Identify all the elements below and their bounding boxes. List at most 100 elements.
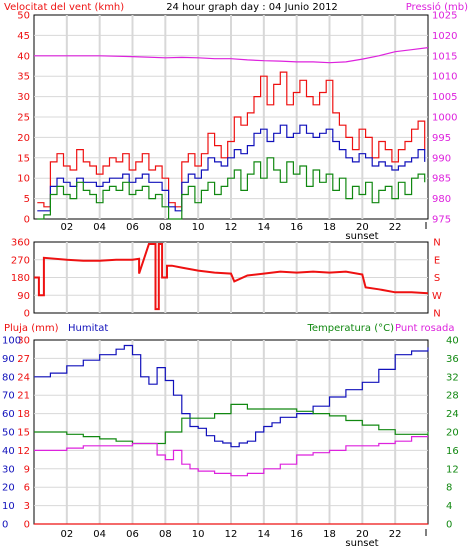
humidity-axis-label: Humitat (68, 323, 108, 334)
temp-grid (34, 340, 428, 524)
wind-tick-label: 45 (17, 31, 30, 42)
wind-series (34, 47, 429, 220)
x-tick-label: 02 (60, 529, 73, 540)
chart-title: 24 hour graph day : 04 Junio 2012 (166, 2, 338, 13)
temperature-line (34, 403, 429, 445)
pressure-tick-label: 1025 (432, 11, 457, 22)
temp-x-ticks: 02 04 06 08 10 12 14 16 18 20 22 (60, 529, 427, 540)
wind-tick-label: 5 (24, 194, 30, 205)
wind-tick-label: 40 (17, 51, 30, 62)
rain-humidity-ticks: 0 3 6 9 12 15 18 21 24 27 30 0 10 20 30 40 50 60 70 80 90 100 (2, 336, 30, 531)
rain-tick-label: 18 (17, 409, 30, 420)
rain-tick-label: 12 (17, 446, 30, 457)
average-line (37, 124, 426, 212)
rain-axis-label: Pluja (mm) (4, 323, 59, 334)
pressure-tick-label: 980 (432, 194, 451, 205)
sunset-label-bottom: sunset (345, 538, 378, 549)
humidity-tick-label: 20 (2, 483, 15, 494)
humidity-tick-label: 90 (2, 354, 15, 365)
humidity-tick-label: 80 (2, 372, 15, 383)
x-tick-label: 08 (159, 222, 172, 233)
rain-tick-label: 6 (24, 483, 30, 494)
humidity-tick-label: 50 (2, 428, 15, 439)
temperature-tick-label: 4 (446, 501, 452, 512)
wind-tick-label: 0 (24, 215, 30, 226)
wind-tick-label: 30 (17, 92, 30, 103)
x-tick-label: 22 (389, 529, 402, 540)
x-tick-label: 14 (257, 529, 270, 540)
direction-tick-label: 0 (24, 309, 30, 320)
temperature-axis-label: Temperatura (°C) (306, 323, 394, 334)
x-tick-label: 18 (323, 222, 336, 233)
pressure-tick-label: 990 (432, 153, 451, 164)
wind-tick-label: 25 (17, 113, 30, 124)
wind-tick-label: 15 (17, 153, 30, 164)
pressure-tick-label: 1015 (432, 51, 457, 62)
rain-tick-label: 9 (24, 464, 30, 475)
rain-tick-label: 15 (17, 428, 30, 439)
compass-label: W (432, 291, 442, 302)
x-tick-label: 18 (323, 529, 336, 540)
compass-label: N (433, 238, 440, 249)
pressure-tick-label: 995 (432, 133, 451, 144)
temperature-tick-label: 40 (446, 336, 459, 347)
direction-line (34, 243, 429, 311)
temperature-tick-label: 32 (446, 372, 459, 383)
x-tick-label: 04 (93, 222, 106, 233)
pressure-tick-label: 1010 (432, 72, 457, 83)
x-tick-label: 20 (356, 222, 369, 233)
direction-tick-label: 270 (11, 255, 30, 266)
direction-tick-label: 90 (17, 291, 30, 302)
compass-label: N (433, 309, 440, 320)
rain-tick-label: 3 (24, 501, 30, 512)
x-tick-label: 12 (225, 529, 238, 540)
pressure-line (34, 47, 429, 64)
pressure-tick-label: 1020 (432, 31, 457, 42)
x-tick-label: 22 (389, 222, 402, 233)
pressure-axis-label: Pressió (mb) (406, 1, 468, 13)
minimum-line (37, 157, 426, 220)
x-tick-label: 06 (126, 222, 139, 233)
humidity-line (34, 344, 429, 448)
temperature-tick-label: 28 (446, 391, 459, 402)
x-tick-label: 16 (290, 222, 303, 233)
temperature-tick-label: 8 (446, 483, 452, 494)
compass-label: S (434, 273, 440, 284)
temperature-tick-label: 20 (446, 428, 459, 439)
temperature-right-ticks: 0 4 8 12 16 20 24 28 32 36 40 (446, 336, 459, 531)
wind-axis-label: Velocitat del vent (kmh) (4, 2, 124, 13)
pressure-tick-label: 1000 (432, 113, 457, 124)
x-tick-label: 04 (93, 529, 106, 540)
x-tick-label: 10 (192, 222, 205, 233)
pressure-tick-label: 985 (432, 174, 451, 185)
x-tick-label: 08 (159, 529, 172, 540)
humidity-tick-label: 100 (2, 336, 21, 347)
x-tick-label: 14 (257, 222, 270, 233)
x-tick-label: 02 (60, 222, 73, 233)
rain-tick-label: 27 (17, 354, 30, 365)
rain-tick-label: 30 (17, 336, 30, 347)
dewpoint-axis-label: Punt rosada (395, 323, 454, 334)
direction-tick-label: 360 (11, 238, 30, 249)
direction-left-ticks: 0 90 180 270 360 (11, 238, 30, 320)
wind-x-ticks: 02 04 06 08 10 12 14 16 18 20 22 (60, 222, 427, 233)
humidity-tick-label: 60 (2, 409, 15, 420)
direction-series (34, 243, 429, 311)
humidity-tick-label: 30 (2, 464, 15, 475)
rain-tick-label: 21 (17, 391, 30, 402)
x-tick-label: 06 (126, 529, 139, 540)
temperature-tick-label: 12 (446, 464, 459, 475)
pressure-tick-label: 1005 (432, 92, 457, 103)
dewpoint-line (34, 436, 428, 477)
x-tick-label: 10 (192, 529, 205, 540)
humidity-tick-label: 40 (2, 446, 15, 457)
gust-line (37, 71, 426, 208)
pressure-tick-label: 975 (432, 215, 451, 226)
x-tick-label: 16 (290, 529, 303, 540)
humidity-tick-label: 70 (2, 391, 15, 402)
direction-tick-label: 180 (11, 273, 30, 284)
sunset-label-top: sunset (345, 231, 378, 242)
